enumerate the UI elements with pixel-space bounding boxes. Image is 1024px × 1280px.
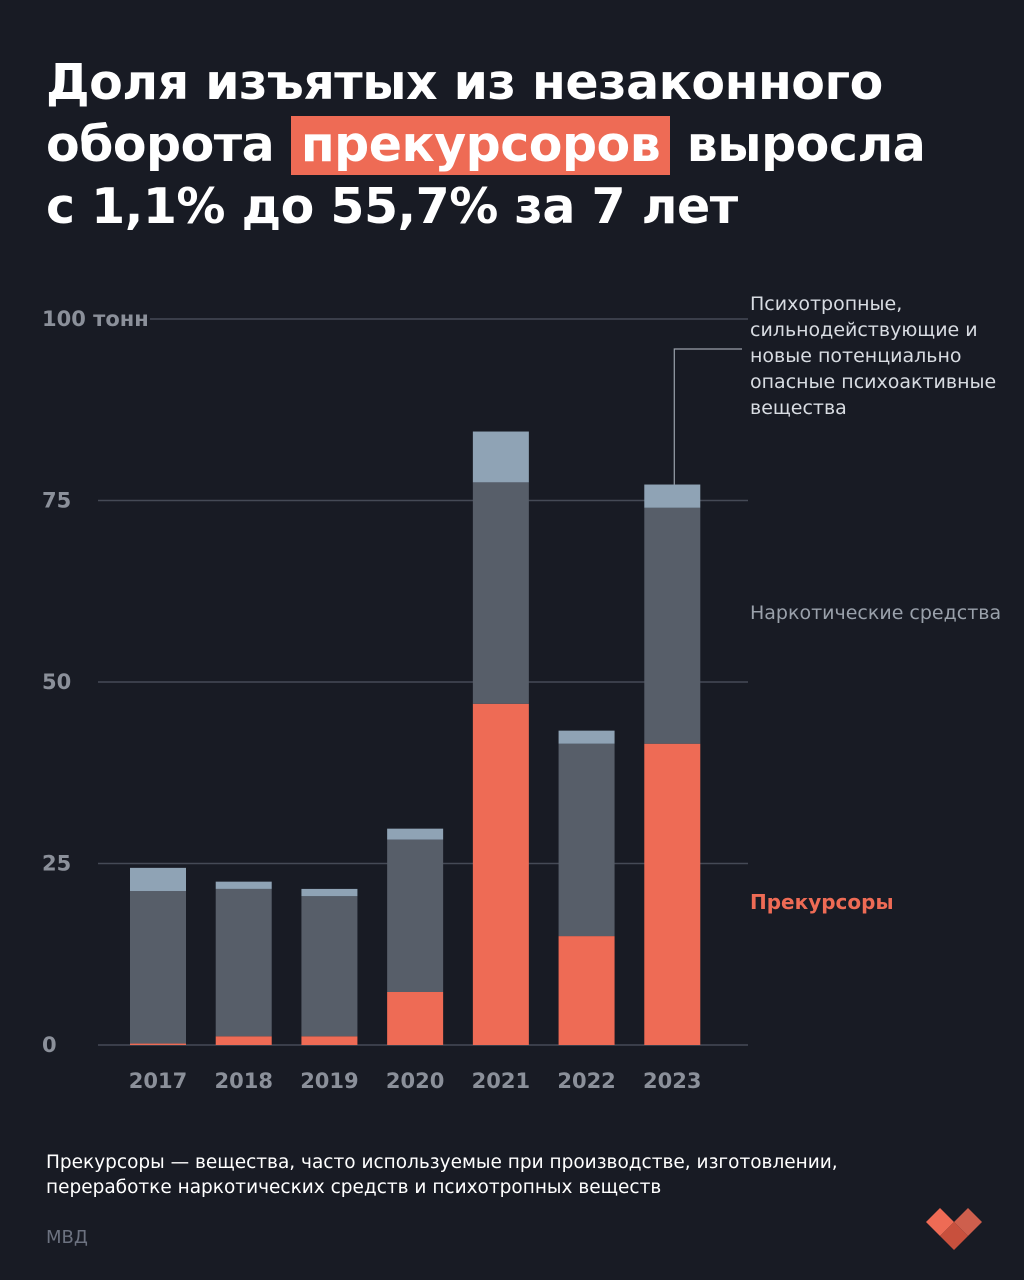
x-tick-label-2023: 2023 <box>643 1069 701 1093</box>
y-tick-label-25: 25 <box>42 852 71 876</box>
bar-psychotropic-2023 <box>644 484 701 508</box>
x-tick-label-2019: 2019 <box>300 1069 358 1093</box>
bar-psychotropic-2018 <box>215 881 272 889</box>
legend-precursors: Прекурсоры <box>750 890 894 914</box>
legend-leader-line <box>673 348 742 485</box>
x-tick-label-2018: 2018 <box>214 1069 272 1093</box>
legend-psychotropic: Психотропные, сильнодействующие и новые … <box>750 293 997 419</box>
bar-psychotropic-2020 <box>387 828 444 840</box>
bar-narcotic-2019 <box>301 896 358 1037</box>
bar-precursors-2021 <box>472 703 529 1045</box>
footnote: Прекурсоры — вещества, часто используемы… <box>46 1152 838 1198</box>
bar-narcotic-2021 <box>472 482 529 704</box>
title-line-2: оборота прекурсоров выросла <box>46 114 996 176</box>
source-label: МВД <box>46 1227 88 1248</box>
x-tick-label-2020: 2020 <box>386 1069 444 1093</box>
stacked-bar-chart: 0 25 50 75 100 тонн 2017 2018 2019 2020 2021 2022 2… <box>42 307 748 1093</box>
bar-psychotropic-2017 <box>130 867 186 892</box>
bar-precursors-2019 <box>301 1036 358 1045</box>
title-line-2-post: выросла <box>670 116 926 173</box>
bar-psychotropic-2021 <box>472 431 529 483</box>
title-line-2-pre: оборота <box>46 116 291 173</box>
y-tick-label-75: 75 <box>42 489 71 513</box>
bar-psychotropic-2022 <box>558 730 615 744</box>
bar-narcotic-2020 <box>387 839 444 993</box>
bar-precursors-2017 <box>130 1043 186 1045</box>
legend-narcotic: Наркотические средства <box>750 602 1002 624</box>
bar-precursors-2023 <box>644 743 701 1045</box>
bar-psychotropic-2019 <box>301 888 358 897</box>
x-tick-label-2021: 2021 <box>472 1069 530 1093</box>
bar-narcotic-2017 <box>130 891 186 1044</box>
brand-logo-icon <box>926 1208 982 1250</box>
bar-precursors-2020 <box>387 992 444 1045</box>
y-tick-label-100: 100 тонн <box>42 307 149 331</box>
title-line-1: Доля изъятых из незаконного <box>46 54 883 111</box>
y-tick-label-0: 0 <box>42 1033 57 1057</box>
bar-precursors-2018 <box>215 1036 272 1045</box>
chart-title: Доля изъятых из незаконного оборота прек… <box>46 52 996 238</box>
title-highlight: прекурсоров <box>290 116 671 175</box>
bar-narcotic-2018 <box>215 888 272 1037</box>
x-tick-label-2017: 2017 <box>129 1069 187 1093</box>
bar-narcotic-2023 <box>644 507 701 744</box>
bar-narcotic-2022 <box>558 743 615 937</box>
bar-precursors-2022 <box>558 936 615 1045</box>
x-tick-label-2022: 2022 <box>557 1069 615 1093</box>
y-tick-label-50: 50 <box>42 670 71 694</box>
title-line-3: с 1,1% до 55,7% за 7 лет <box>46 178 738 235</box>
